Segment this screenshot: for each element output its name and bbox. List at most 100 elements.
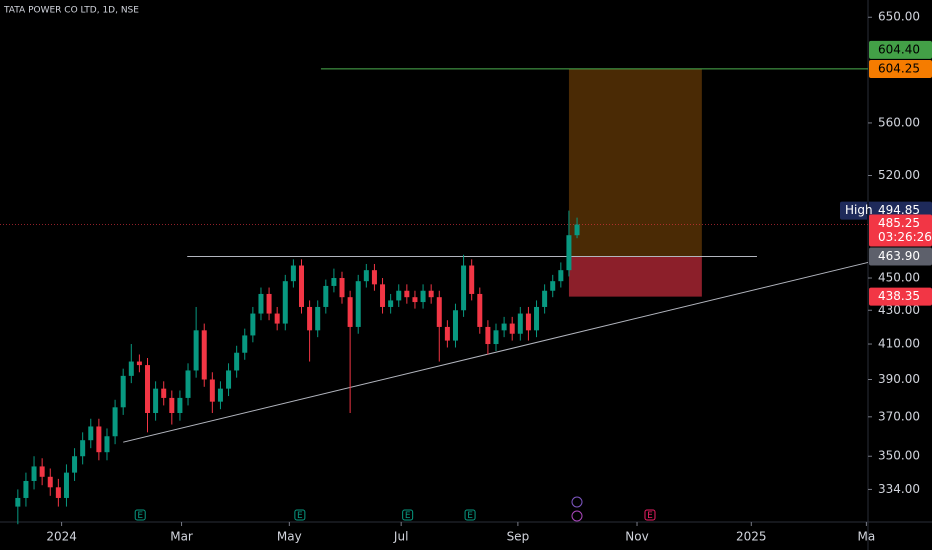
candle-body	[452, 310, 458, 341]
candle-body	[161, 388, 167, 398]
candle-body	[469, 265, 475, 294]
x-tick-label: May	[277, 530, 302, 544]
candle-body	[226, 370, 232, 389]
candle-body	[169, 397, 175, 414]
candle-body	[509, 323, 515, 334]
candle-body	[31, 466, 37, 481]
event-label: E	[647, 511, 653, 521]
candle-body	[534, 306, 540, 331]
y-tick-label: 430.00	[878, 303, 920, 317]
candle-body	[574, 224, 580, 236]
candle-body	[72, 456, 78, 473]
event-label: E	[137, 511, 143, 521]
candle-body	[290, 265, 296, 282]
candle-body	[80, 440, 86, 457]
candle-body	[112, 407, 118, 437]
candle-body	[388, 300, 394, 307]
event-icon	[571, 496, 583, 508]
candle-body	[217, 388, 223, 402]
x-tick-label: 2025	[736, 530, 767, 544]
candle-body	[566, 235, 572, 271]
event-marker	[134, 509, 146, 521]
candle-body	[266, 293, 272, 314]
candle-body	[185, 370, 191, 398]
candle-body	[517, 313, 523, 334]
candle-body	[136, 361, 142, 366]
candle-body	[477, 293, 483, 327]
candle-body	[331, 278, 337, 286]
line-tag-label: 604.40	[878, 42, 920, 56]
trend-line	[123, 261, 869, 443]
y-tick-label: 390.00	[878, 372, 920, 386]
stop-tag-label: 438.35	[878, 289, 920, 303]
candle-body	[153, 388, 159, 414]
candle-body	[339, 278, 345, 298]
event-marker	[644, 509, 656, 521]
y-tick-label: 410.00	[878, 337, 920, 351]
candle-body	[371, 270, 377, 285]
loss-zone	[568, 256, 702, 297]
candle-body	[39, 466, 45, 477]
last-price-tag	[869, 214, 932, 247]
high-tag-name: High	[845, 203, 873, 217]
candle-body	[355, 281, 361, 327]
candle-body	[47, 476, 53, 488]
candle-body	[177, 397, 183, 414]
y-tick-label: 520.00	[878, 168, 920, 182]
y-tick-label: 450.00	[878, 271, 920, 285]
last-price-label: 485.25	[878, 216, 920, 230]
target-tag-label: 604.25	[878, 62, 920, 76]
event-icon	[571, 510, 583, 522]
candle-body	[428, 290, 434, 298]
line-tag-label: 463.90	[878, 249, 920, 263]
candle-body	[396, 290, 402, 301]
candle-body	[501, 323, 507, 331]
line-tag	[869, 40, 932, 59]
event-label: E	[467, 511, 473, 521]
y-tick-label: 334.00	[878, 482, 920, 496]
event-label: E	[297, 511, 303, 521]
candle-body	[485, 326, 491, 345]
candle-body	[298, 265, 304, 307]
candle-body	[258, 293, 264, 314]
plot	[0, 68, 869, 525]
candle-body	[193, 330, 199, 371]
candle-body	[404, 290, 410, 298]
candle-body	[363, 270, 369, 282]
candle-body	[145, 365, 151, 414]
candle-body	[234, 352, 240, 371]
candle-body	[209, 379, 215, 402]
candle-body	[436, 297, 442, 327]
x-tick-label: Ma	[858, 530, 876, 544]
candle-body	[558, 270, 564, 282]
event-marker	[464, 509, 476, 521]
candle-body	[63, 472, 69, 498]
candle-body	[88, 426, 94, 441]
candle-body	[96, 426, 102, 453]
profit-zone	[568, 69, 702, 257]
target-tag	[869, 60, 932, 79]
candle-body	[242, 335, 248, 353]
candle-body	[525, 313, 531, 331]
x-tick-label: Jul	[393, 530, 408, 544]
candle-body	[250, 313, 256, 336]
high-tag-label: 494.85	[878, 203, 920, 217]
candle-body	[461, 265, 467, 311]
candle-body	[420, 290, 426, 303]
x-tick-label: Mar	[170, 530, 193, 544]
event-marker	[294, 509, 306, 521]
countdown-label: 03:26:26	[878, 230, 932, 244]
y-tick-label: 560.00	[878, 115, 920, 129]
x-tick-label: Nov	[625, 530, 648, 544]
candle-body	[128, 361, 134, 376]
candle-body	[323, 285, 329, 307]
candle-body	[104, 436, 110, 453]
line-tag	[869, 247, 932, 266]
candle-body	[315, 306, 321, 331]
y-tick-label: 650.00	[878, 10, 920, 24]
candle-body	[550, 281, 556, 291]
candle-body	[307, 306, 313, 331]
event-label: E	[405, 511, 411, 521]
candle-body	[15, 497, 21, 507]
candle-body	[23, 480, 29, 498]
